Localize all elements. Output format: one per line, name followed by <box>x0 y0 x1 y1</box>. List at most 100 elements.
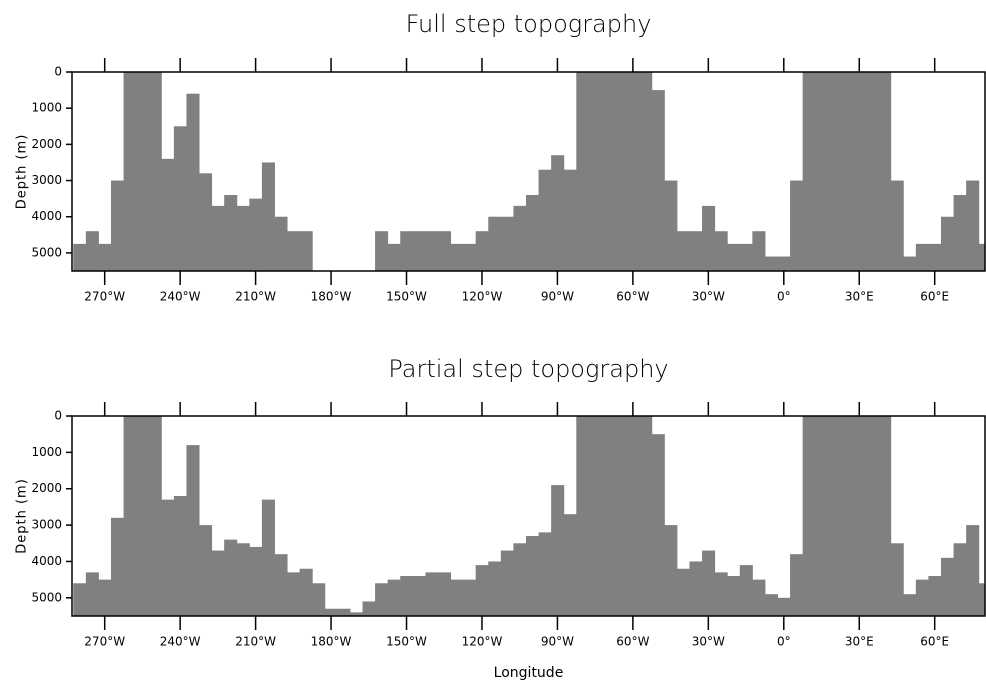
bar <box>463 579 477 616</box>
bar <box>551 155 565 271</box>
bar <box>764 256 778 271</box>
bar <box>73 243 87 271</box>
bar <box>651 434 665 616</box>
bar <box>865 72 879 271</box>
x-tick-label: 90°W <box>541 635 574 649</box>
bar <box>324 608 338 616</box>
plot-frame <box>71 71 986 272</box>
x-tick-label: 120°W <box>462 290 503 304</box>
bar <box>601 416 615 616</box>
bar <box>400 576 414 616</box>
bar <box>349 612 363 616</box>
bar <box>689 231 703 271</box>
x-axis-label: Longitude <box>494 665 564 681</box>
x-tick-label: 210°W <box>235 290 276 304</box>
bar <box>224 195 238 271</box>
bar <box>287 231 301 271</box>
bar <box>614 416 628 616</box>
x-tick-label: 90°W <box>541 290 574 304</box>
bar <box>500 216 514 271</box>
x-tick-label: 30°W <box>692 635 725 649</box>
bar <box>551 485 565 616</box>
bar <box>739 565 753 616</box>
panel: Full step topography Depth (m) 270°W 240°W 2… <box>15 10 986 304</box>
chart-title: Full step topography <box>406 10 652 38</box>
bar <box>525 195 540 271</box>
bar <box>953 195 967 271</box>
bar <box>940 557 955 616</box>
bar <box>714 572 728 616</box>
bar <box>136 416 150 616</box>
x-tick-label: 120°W <box>462 635 503 649</box>
bar <box>802 72 816 271</box>
y-tick-label: 2000 <box>31 481 62 495</box>
bar <box>110 517 125 616</box>
bar <box>966 525 980 616</box>
x-tick-label: 240°W <box>160 635 201 649</box>
bar <box>928 576 942 616</box>
bar <box>199 525 213 616</box>
bar <box>903 594 917 616</box>
bar <box>375 231 389 271</box>
bar <box>450 243 464 271</box>
bar <box>148 72 162 271</box>
x-tick-label: 180°W <box>311 635 352 649</box>
bar <box>186 445 200 616</box>
bar <box>777 256 791 271</box>
bar <box>676 568 690 616</box>
bar <box>488 561 502 616</box>
bar <box>437 231 452 271</box>
bar <box>161 158 175 271</box>
bar <box>878 72 892 271</box>
bar <box>437 572 452 616</box>
bar <box>98 579 112 616</box>
bar <box>852 416 867 616</box>
bar <box>425 231 439 271</box>
bar <box>915 579 929 616</box>
bar <box>199 173 213 271</box>
bar <box>211 550 225 616</box>
bar <box>664 525 678 616</box>
bar <box>123 72 137 271</box>
bar <box>727 243 741 271</box>
bar <box>978 583 985 616</box>
y-tick-label: 0 <box>54 65 62 79</box>
x-tick-label: 30°E <box>845 635 874 649</box>
chart-title: Partial step topography <box>388 355 668 383</box>
bar <box>852 72 867 271</box>
x-tick-label: 210°W <box>235 635 276 649</box>
y-tick-label: 3000 <box>31 173 62 187</box>
bar <box>387 243 401 271</box>
bar <box>790 180 804 271</box>
bar <box>148 416 162 616</box>
bar <box>790 554 804 616</box>
bar <box>626 72 640 271</box>
x-tick-label: 60°E <box>920 635 949 649</box>
bar <box>85 231 99 271</box>
bar <box>802 416 816 616</box>
bar <box>299 231 313 271</box>
bars <box>73 416 985 616</box>
bar <box>525 536 540 616</box>
bar <box>827 416 841 616</box>
x-tick-label: 60°W <box>616 635 649 649</box>
bars <box>73 72 985 271</box>
bar <box>915 243 929 271</box>
bar <box>261 162 275 271</box>
bar <box>513 205 527 271</box>
bar <box>161 499 175 616</box>
y-tick-label: 3000 <box>31 518 62 532</box>
bar <box>387 579 401 616</box>
bar <box>903 256 917 271</box>
bar <box>676 231 690 271</box>
y-tick-label: 4000 <box>31 209 62 223</box>
bar <box>752 579 766 616</box>
x-tick-label: 60°E <box>920 290 949 304</box>
bar <box>563 514 577 616</box>
bar <box>827 72 841 271</box>
bar <box>651 90 665 271</box>
bar <box>110 180 125 271</box>
y-axis-label: Depth (m) <box>15 134 30 210</box>
bar <box>890 543 904 616</box>
